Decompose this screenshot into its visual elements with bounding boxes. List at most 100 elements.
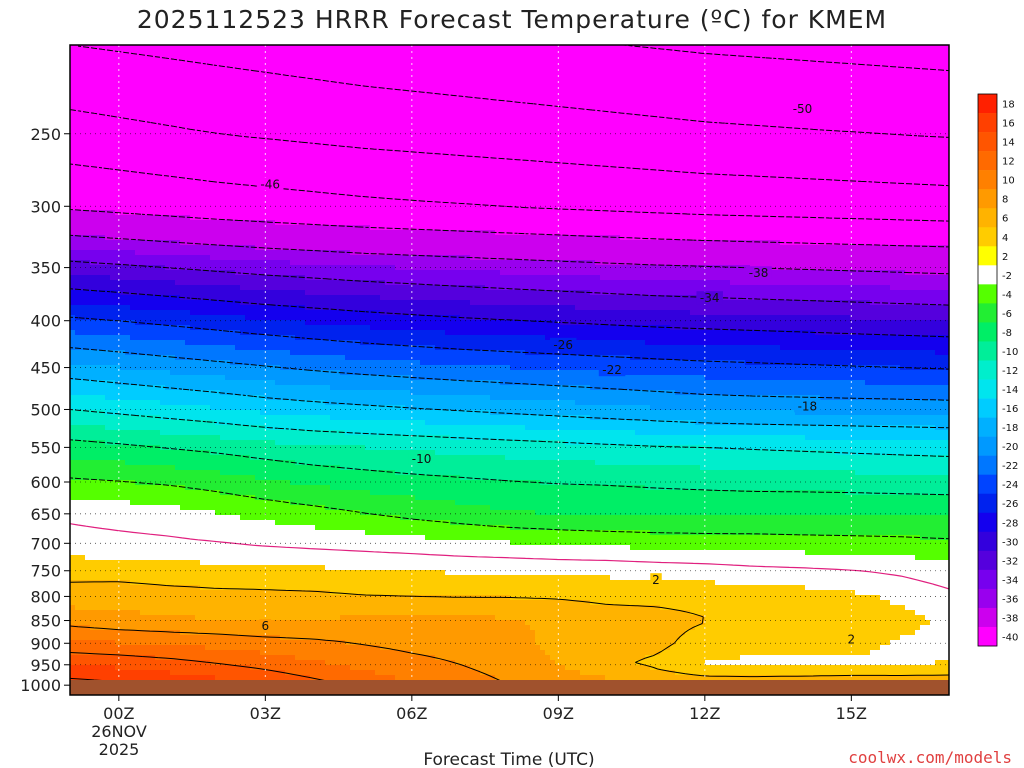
field-cell bbox=[255, 265, 261, 271]
field-cell bbox=[185, 610, 191, 616]
field-cell bbox=[135, 210, 141, 216]
field-cell bbox=[150, 245, 156, 251]
field-cell bbox=[150, 595, 156, 601]
field-cell bbox=[95, 150, 101, 156]
field-cell bbox=[235, 410, 241, 416]
field-cell bbox=[125, 200, 131, 206]
field-cell bbox=[200, 355, 206, 361]
field-cell bbox=[145, 490, 151, 496]
field-cell bbox=[220, 650, 226, 656]
field-cell bbox=[115, 440, 121, 446]
field-cell bbox=[130, 630, 136, 636]
field-cell bbox=[155, 230, 161, 236]
field-cell bbox=[155, 410, 161, 416]
field-cell bbox=[185, 590, 191, 596]
field-cell bbox=[195, 290, 201, 296]
field-cell bbox=[195, 205, 201, 211]
field-cell bbox=[230, 635, 236, 641]
field-cell bbox=[125, 310, 131, 316]
field-cell bbox=[90, 470, 96, 476]
field-cell bbox=[205, 380, 211, 386]
field-cell bbox=[185, 355, 191, 361]
field-cell bbox=[75, 530, 81, 536]
field-cell bbox=[190, 675, 196, 681]
field-cell bbox=[235, 625, 241, 631]
field-cell bbox=[95, 660, 101, 666]
field-cell bbox=[110, 665, 116, 671]
field-cell bbox=[105, 380, 111, 386]
field-cell bbox=[85, 575, 91, 581]
field-cell bbox=[100, 420, 106, 426]
field-cell bbox=[155, 185, 161, 191]
field-cell bbox=[175, 410, 181, 416]
field-cell bbox=[70, 65, 76, 71]
field-cell bbox=[195, 555, 201, 561]
field-cell bbox=[100, 390, 106, 396]
field-cell bbox=[130, 275, 136, 281]
field-cell bbox=[230, 310, 236, 316]
field-cell bbox=[100, 400, 106, 406]
field-cell bbox=[135, 675, 141, 681]
field-cell bbox=[125, 485, 131, 491]
field-cell bbox=[125, 160, 131, 166]
field-cell bbox=[70, 325, 76, 331]
field-cell bbox=[80, 345, 86, 351]
field-cell bbox=[125, 230, 131, 236]
field-cell bbox=[70, 125, 76, 131]
field-cell bbox=[235, 310, 241, 316]
field-cell bbox=[230, 395, 236, 401]
field-cell bbox=[140, 565, 146, 571]
field-cell bbox=[205, 475, 211, 481]
field-cell bbox=[120, 70, 126, 76]
field-cell bbox=[170, 575, 176, 581]
field-cell bbox=[240, 195, 246, 201]
field-cell bbox=[160, 90, 166, 96]
field-cell bbox=[130, 375, 136, 381]
field-cell bbox=[240, 285, 246, 291]
field-cell bbox=[145, 45, 151, 51]
field-cell bbox=[185, 190, 191, 196]
field-cell bbox=[130, 480, 136, 486]
field-cell bbox=[235, 165, 241, 171]
field-cell bbox=[125, 120, 131, 126]
field-cell bbox=[250, 405, 256, 411]
field-cell bbox=[180, 395, 186, 401]
field-cell bbox=[100, 545, 106, 551]
field-cell bbox=[180, 250, 186, 256]
field-cell bbox=[105, 375, 111, 381]
field-cell bbox=[245, 165, 251, 171]
field-cell bbox=[165, 365, 171, 371]
field-cell bbox=[90, 600, 96, 606]
field-cell bbox=[255, 340, 261, 346]
field-cell bbox=[95, 300, 101, 306]
field-cell bbox=[215, 305, 221, 311]
field-cell bbox=[255, 565, 261, 571]
field-cell bbox=[180, 530, 186, 536]
field-cell bbox=[180, 310, 186, 316]
field-cell bbox=[220, 90, 226, 96]
field-cell bbox=[170, 300, 176, 306]
field-cell bbox=[175, 310, 181, 316]
field-cell bbox=[170, 375, 176, 381]
field-cell bbox=[140, 635, 146, 641]
field-cell bbox=[110, 290, 116, 296]
field-cell bbox=[250, 285, 256, 291]
field-cell bbox=[80, 320, 86, 326]
field-cell bbox=[225, 515, 231, 521]
field-cell bbox=[95, 90, 101, 96]
field-cell bbox=[200, 375, 206, 381]
field-cell bbox=[130, 185, 136, 191]
field-cell bbox=[145, 55, 151, 61]
field-cell bbox=[95, 155, 101, 161]
field-cell bbox=[105, 140, 111, 146]
field-cell bbox=[180, 545, 186, 551]
field-cell bbox=[250, 270, 256, 276]
field-cell bbox=[180, 500, 186, 506]
field-cell bbox=[170, 570, 176, 576]
field-cell bbox=[145, 290, 151, 296]
field-cell bbox=[180, 170, 186, 176]
field-cell bbox=[240, 290, 246, 296]
field-cell bbox=[130, 430, 136, 436]
field-cell bbox=[235, 390, 241, 396]
field-cell bbox=[145, 670, 151, 676]
